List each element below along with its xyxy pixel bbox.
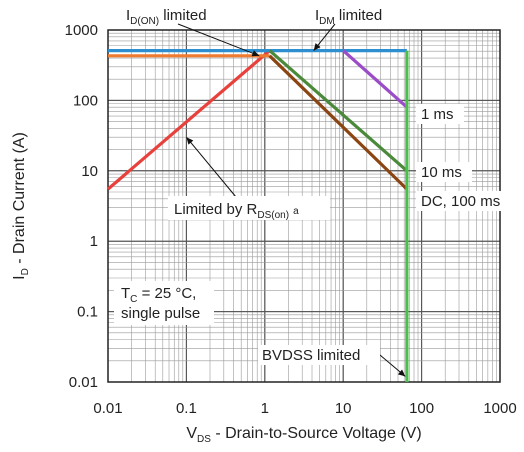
tc-label-bg (114, 281, 214, 325)
x-tick-label: 100 (409, 400, 434, 417)
tc-label: TC = 25 °C, (121, 285, 196, 305)
x-tick-label: 1000 (483, 400, 516, 417)
series-line-10ms (268, 49, 408, 173)
one-ms-label: 1 ms (421, 106, 454, 123)
rds-label-bg (168, 196, 330, 220)
y-tick-label: 10 (81, 163, 98, 180)
bvdss-limited-label: BVDSS limited (262, 347, 360, 364)
y-tick-label: 100 (73, 92, 98, 109)
series-line-rds (106, 49, 271, 191)
one-ms-label-bg (416, 104, 464, 124)
series-line-dc (268, 54, 409, 191)
bvdss-arrow-head (397, 369, 406, 377)
x-tick-label: 0.01 (93, 400, 122, 417)
id-on-arrow (177, 23, 260, 57)
x-tick-label: 10 (335, 400, 352, 417)
rds-arrow-head (186, 137, 194, 145)
y-tick-label: 0.01 (69, 374, 98, 391)
x-tick-labels: 0.01 0.1 1 10 100 1000 (93, 400, 516, 417)
y-tick-label: 1 (90, 233, 98, 250)
single-pulse-label: single pulse (121, 305, 200, 322)
y-tick-label: 1000 (65, 22, 98, 39)
idm-arrow-head (313, 43, 321, 51)
x-tick-label: 0.1 (176, 400, 197, 417)
bvdss-label-bg (258, 345, 380, 365)
x-tick-label: 1 (261, 400, 269, 417)
series-layer (106, 48, 409, 382)
series-line-1ms (342, 49, 408, 109)
id-on-arrow-head (251, 50, 260, 57)
ten-ms-label: 10 ms (421, 164, 462, 181)
rds-arrow (186, 136, 237, 198)
idm-limited-label: IDM limited (315, 7, 382, 27)
dc-100ms-label: DC, 100 ms (421, 193, 500, 210)
annotation-arrows (177, 23, 406, 377)
y-tick-labels: 0.01 0.1 1 10 100 1000 (65, 22, 98, 391)
rds-limited-label: Limited by RDS(on) a (174, 201, 299, 221)
dc-label-bg (416, 191, 516, 211)
y-tick-label: 0.1 (77, 304, 98, 321)
id-on-limited-label: ID(ON) limited (126, 7, 207, 27)
x-axis-label: VDS - Drain-to-Source Voltage (V) (186, 425, 421, 445)
y-axis-label: ID - Drain Current (A) (11, 132, 31, 280)
ten-ms-label-bg (416, 162, 472, 182)
